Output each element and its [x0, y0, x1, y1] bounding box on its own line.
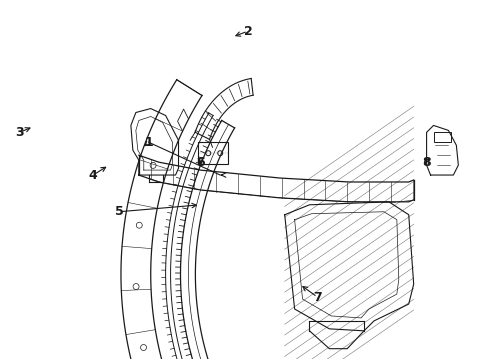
Bar: [434, 132, 451, 142]
Text: 8: 8: [422, 156, 431, 168]
FancyBboxPatch shape: [198, 142, 228, 164]
Text: 7: 7: [313, 291, 322, 303]
Text: 1: 1: [145, 136, 153, 149]
Text: 3: 3: [16, 126, 24, 139]
Text: 2: 2: [244, 24, 252, 38]
Text: 5: 5: [115, 205, 123, 218]
Text: 4: 4: [89, 168, 98, 181]
Text: 6: 6: [196, 156, 205, 168]
